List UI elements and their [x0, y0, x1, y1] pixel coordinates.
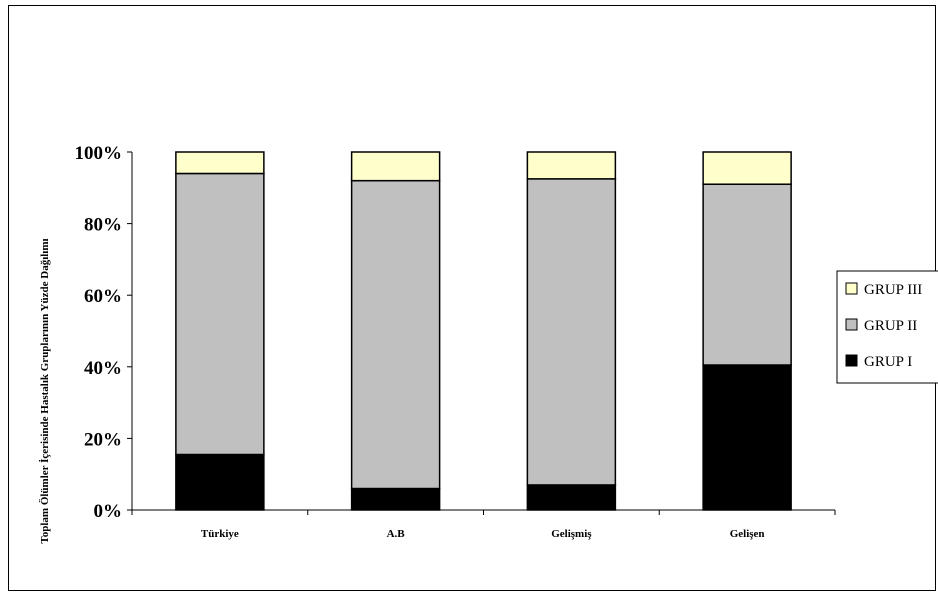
legend-label: GRUP I	[864, 354, 912, 370]
y-axis-title: Toplam Ölümler İçerisinde Hastalık Grupl…	[38, 238, 51, 543]
legend-swatch	[845, 354, 858, 367]
bar-segment-grup-i	[350, 487, 441, 511]
y-tick-labels: 0% 20% 40% 60% 80% 100%	[75, 143, 123, 522]
legend-label: GRUP II	[864, 318, 917, 334]
legend: GRUP III GRUP II GRUP I	[836, 270, 938, 384]
y-tick-label: 0%	[94, 501, 123, 522]
legend-label: GRUP III	[864, 282, 922, 298]
bar-segment-grup-ii	[350, 179, 441, 490]
y-tick-label: 100%	[75, 143, 123, 164]
bar-segment-grup-iii	[526, 151, 617, 180]
x-category-labels: Türkiye A.B Gelişmiş Gelişen	[201, 528, 765, 540]
x-category-label: A.B	[387, 528, 406, 540]
y-tick-label: 60%	[84, 286, 122, 307]
bars	[175, 151, 792, 511]
bar-segment-grup-ii	[175, 172, 265, 456]
y-tick-label: 20%	[84, 429, 122, 450]
bar-segment-grup-ii	[702, 183, 792, 366]
bar-segment-grup-iii	[350, 151, 441, 182]
bar-segment-grup-iii	[175, 151, 265, 175]
legend-swatch	[845, 318, 858, 331]
legend-swatch	[845, 282, 858, 295]
bar-segment-grup-i	[526, 484, 617, 511]
y-tick-label: 40%	[84, 358, 122, 379]
x-category-label: Gelişmiş	[551, 528, 592, 540]
y-tick-label: 80%	[84, 215, 122, 236]
x-category-label: Türkiye	[201, 528, 239, 540]
bar-segment-grup-i	[702, 364, 792, 511]
bar-segment-grup-ii	[526, 178, 617, 486]
x-category-label: Gelişen	[730, 528, 765, 540]
bar-segment-grup-iii	[702, 151, 792, 185]
bar-segment-grup-i	[175, 453, 265, 511]
